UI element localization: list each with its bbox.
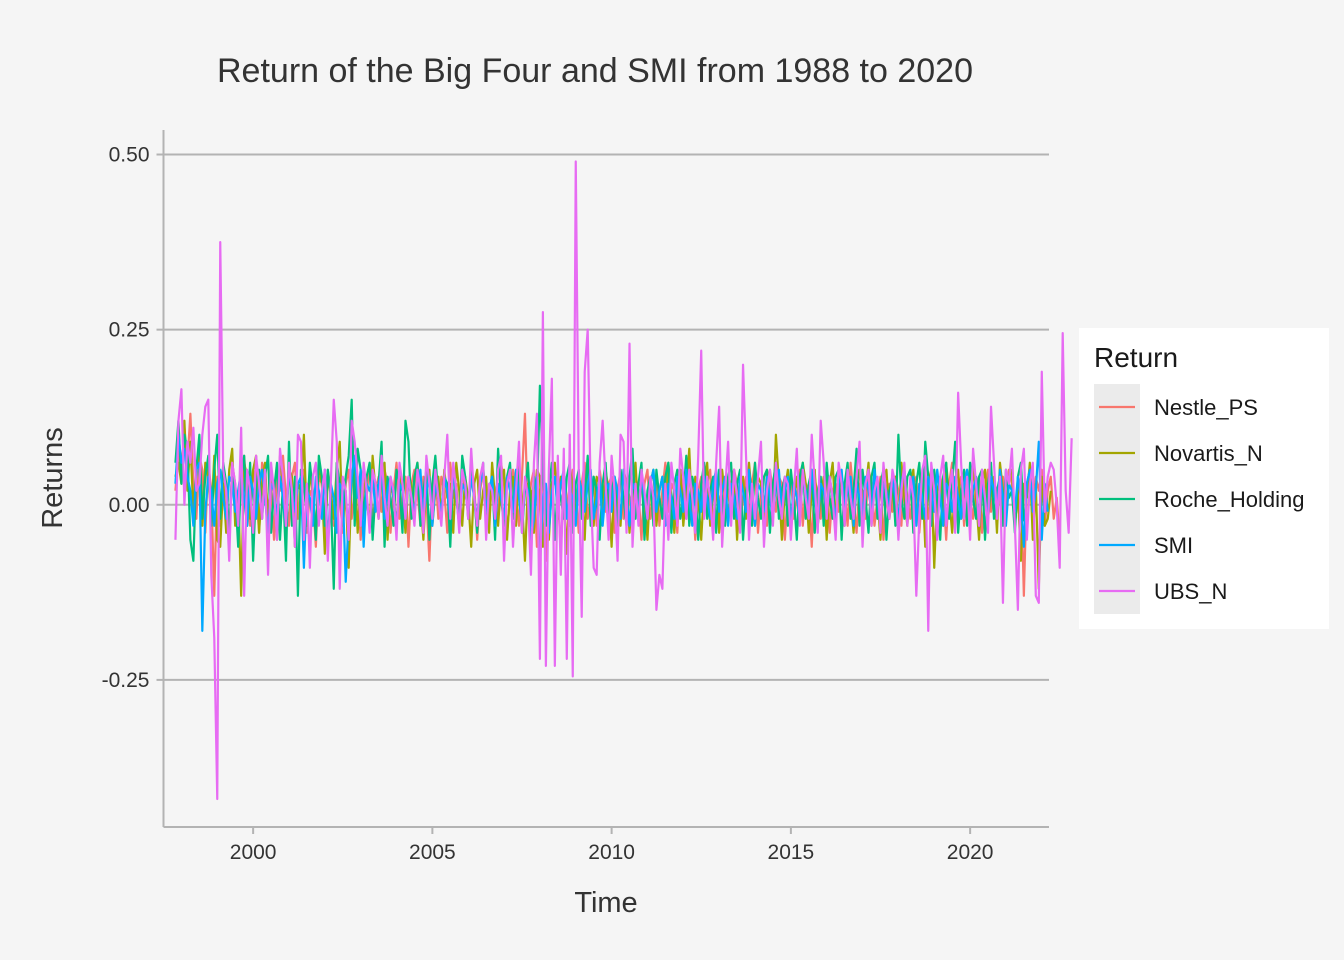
y-tick-label: 0.00 xyxy=(109,494,150,517)
x-tick-label: 2005 xyxy=(409,841,456,864)
y-tick-label: 0.25 xyxy=(109,319,150,342)
legend: Return Nestle_PS Novartis_N Roche_Holding S… xyxy=(1079,328,1329,629)
legend-item-nestle-ps: Nestle_PS xyxy=(1094,384,1258,430)
y-tick-label: 0.50 xyxy=(109,144,150,167)
y-axis-title: Returns xyxy=(37,427,69,529)
legend-items: Nestle_PS Novartis_N Roche_Holding SMI UBS_N xyxy=(1094,384,1304,614)
x-tick-label: 2020 xyxy=(947,841,994,864)
legend-label: Nestle_PS xyxy=(1154,395,1258,420)
legend-title: Return xyxy=(1094,342,1178,373)
legend-item-smi: SMI xyxy=(1094,522,1193,568)
legend-item-ubs-n: UBS_N xyxy=(1094,568,1227,614)
x-axis-ticks: 2000 2005 2010 2015 2020 xyxy=(230,827,994,864)
chart-title: Return of the Big Four and SMI from 1988… xyxy=(217,52,973,90)
x-axis-title: Time xyxy=(574,887,637,919)
series-lines xyxy=(174,160,1073,801)
legend-item-novartis-n: Novartis_N xyxy=(1094,430,1263,476)
y-axis-ticks: -0.25 0.00 0.25 0.50 xyxy=(102,144,164,692)
legend-item-roche-holding: Roche_Holding xyxy=(1094,476,1304,522)
x-tick-label: 2000 xyxy=(230,841,277,864)
series-line-ubs-n xyxy=(174,160,1073,801)
legend-label: SMI xyxy=(1154,533,1193,558)
legend-label: UBS_N xyxy=(1154,579,1227,604)
legend-label: Novartis_N xyxy=(1154,441,1263,466)
legend-label: Roche_Holding xyxy=(1154,487,1304,512)
y-tick-label: -0.25 xyxy=(102,669,150,692)
x-tick-label: 2015 xyxy=(768,841,815,864)
x-tick-label: 2010 xyxy=(588,841,635,864)
